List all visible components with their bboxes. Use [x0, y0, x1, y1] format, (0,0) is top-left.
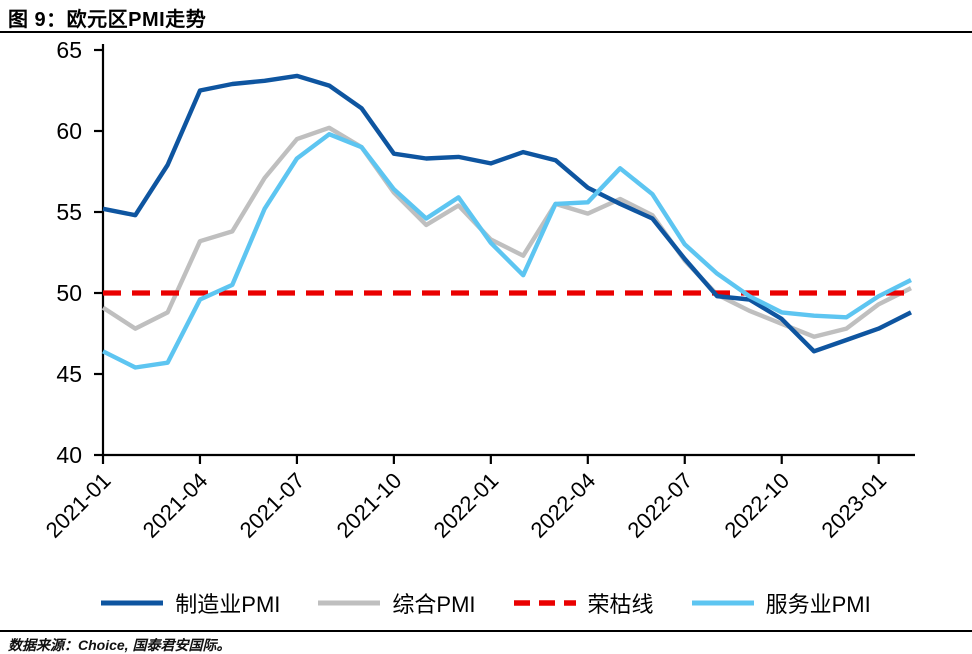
- legend-item-manufacturing-pmi: 制造业PMI: [101, 587, 280, 619]
- y-tick-label: 45: [56, 361, 82, 387]
- legend-item-composite-pmi: 综合PMI: [318, 587, 476, 619]
- y-tick-label: 50: [56, 280, 82, 306]
- legend-label: 荣枯线: [587, 592, 654, 617]
- pmi-line-chart: 40 45 50 55 60 65 2021-01 2021-04 2021-07 2021-10…: [41, 37, 915, 543]
- chart-area: 40 45 50 55 60 65 2021-01 2021-04 2021-07 2021-10…: [0, 35, 972, 583]
- legend-label: 服务业PMI: [765, 592, 871, 617]
- footer-divider: [0, 630, 972, 632]
- x-tick-label: 2021-07: [235, 468, 310, 543]
- y-tick-label: 60: [56, 118, 82, 144]
- manufacturing-pmi-swatch: [101, 600, 164, 606]
- legend-label: 制造业PMI: [175, 592, 281, 617]
- y-tick-label: 65: [56, 37, 82, 63]
- x-tick-label: 2023-01: [816, 468, 891, 543]
- composite-pmi-line: [101, 125, 912, 339]
- legend-item-services-pmi: 服务业PMI: [691, 587, 871, 619]
- y-tick-label: 40: [56, 442, 82, 468]
- x-tick-label: 2021-04: [138, 468, 213, 543]
- x-tick-label: 2021-10: [332, 468, 407, 543]
- y-tick-label: 55: [56, 199, 82, 225]
- x-tick-label: 2022-01: [429, 468, 504, 543]
- services-pmi-swatch: [691, 600, 754, 606]
- legend-item-boom-bust-line: 荣枯线: [513, 587, 654, 619]
- x-tick-label: 2022-10: [719, 468, 794, 543]
- boom-bust-line-swatch: [513, 600, 576, 606]
- figure-title: 图 9：欧元区PMI走势: [8, 9, 207, 31]
- source-note: 数据来源：Choice, 国泰君安国际。: [8, 637, 231, 653]
- legend-label: 综合PMI: [392, 592, 476, 617]
- x-tick-label: 2022-07: [623, 468, 698, 543]
- services-pmi-line: [102, 131, 912, 370]
- x-tick-label: 2021-01: [41, 468, 116, 543]
- manufacturing-pmi-line: [102, 73, 912, 354]
- x-tick-label: 2022-04: [526, 468, 601, 543]
- composite-pmi-swatch: [318, 600, 381, 606]
- chart-legend: 制造业PMI 综合PMI 荣枯线 服务业PMI: [0, 583, 972, 623]
- figure-header: 图 9：欧元区PMI走势: [0, 0, 972, 33]
